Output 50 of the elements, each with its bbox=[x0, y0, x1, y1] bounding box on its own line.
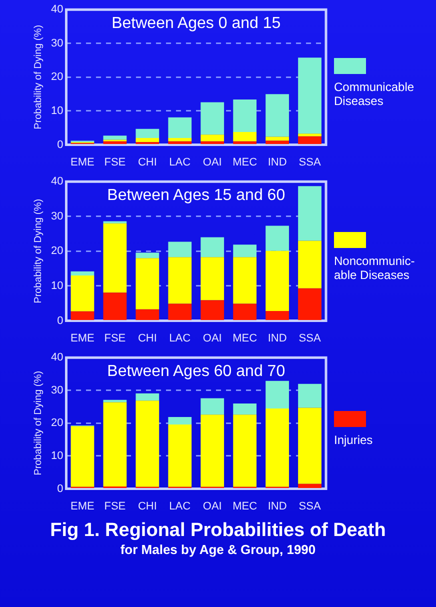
x-tick-label: EME bbox=[70, 332, 94, 344]
y-tick-label: 20 bbox=[50, 71, 64, 84]
x-tick-label: CHI bbox=[138, 500, 157, 512]
x-tick-label: OAI bbox=[202, 500, 222, 512]
legend-label: Noncommunic-able Diseases bbox=[334, 254, 416, 282]
x-tick-label: IND bbox=[268, 156, 287, 168]
x-tick-label: EME bbox=[70, 156, 94, 168]
x-tick-label: FSE bbox=[104, 500, 126, 512]
x-tick-label: SSA bbox=[298, 156, 322, 168]
y-tick-label: 40 bbox=[50, 352, 64, 364]
text: Fig 1. Regional Probabilities of Death bbox=[49, 520, 387, 542]
y-tick-label: 20 bbox=[50, 417, 64, 430]
x-tick-label: FSE bbox=[104, 156, 126, 168]
legend-label: Communicable Diseases bbox=[334, 80, 416, 108]
y-tick-label: 10 bbox=[50, 280, 64, 292]
y-tick-label: 0 bbox=[57, 314, 64, 327]
x-tick-label: SSA bbox=[298, 332, 322, 344]
x-tick-label: LAC bbox=[169, 332, 191, 344]
y-tick-label: 10 bbox=[50, 450, 64, 462]
y-tick-label: 40 bbox=[50, 4, 64, 16]
x-tick-label: OAI bbox=[202, 156, 222, 168]
x-tick-label: IND bbox=[268, 500, 287, 512]
y-axis-title: Probability of Dying (%) bbox=[32, 370, 44, 476]
x-tick-label: SSA bbox=[298, 500, 322, 512]
y-tick-label: 40 bbox=[50, 176, 64, 188]
chart-title: Between Ages 0 and 15 bbox=[112, 15, 281, 32]
y-tick-label: 30 bbox=[50, 37, 64, 50]
y-axis-title: Probability of Dying (%) bbox=[32, 198, 44, 304]
x-tick-label: MEC bbox=[232, 332, 258, 344]
x-tick-label: MEC bbox=[232, 500, 258, 512]
y-tick-label: 10 bbox=[50, 105, 64, 118]
chart-title: Between Ages 60 and 70 bbox=[107, 363, 286, 380]
text: for Males by Age & Group, 1990 bbox=[119, 542, 317, 557]
x-tick-label: MEC bbox=[232, 156, 258, 168]
legend-label: Injuries bbox=[334, 433, 374, 447]
y-tick-label: 30 bbox=[50, 210, 64, 222]
x-tick-label: LAC bbox=[169, 500, 191, 512]
y-tick-label: 20 bbox=[50, 245, 64, 258]
x-tick-label: CHI bbox=[138, 156, 157, 168]
x-tick-label: FSE bbox=[104, 332, 126, 344]
x-tick-label: EME bbox=[70, 500, 94, 512]
chart-title: Between Ages 15 and 60 bbox=[107, 187, 286, 204]
x-tick-label: IND bbox=[268, 332, 287, 344]
x-tick-label: CHI bbox=[138, 332, 157, 344]
y-tick-label: 0 bbox=[57, 138, 64, 151]
y-tick-label: 0 bbox=[57, 482, 64, 495]
x-tick-label: OAI bbox=[202, 332, 222, 344]
y-tick-label: 30 bbox=[50, 384, 64, 396]
x-tick-label: LAC bbox=[169, 156, 191, 168]
y-axis-title: Probability of Dying (%) bbox=[32, 24, 44, 130]
